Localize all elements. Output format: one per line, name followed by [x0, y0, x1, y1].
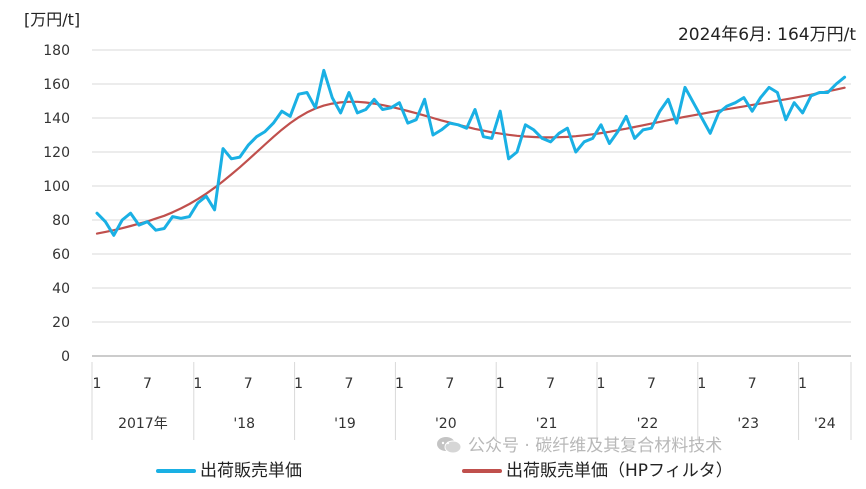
year-label: '23: [737, 416, 759, 432]
x-axis: 1 7 1 7 1 7 1 7 1 7 1 7 1 7 1 2017年 '18 '19 '20 '21 '22 '23 '2…: [91, 362, 852, 440]
x-tick-label: 1: [294, 376, 303, 392]
x-tick-label: 1: [496, 376, 505, 392]
x-tick-label: 1: [597, 376, 606, 392]
x-tick-label: 7: [748, 376, 757, 392]
y-tick-label: 120: [43, 145, 70, 161]
x-tick-label: 1: [697, 376, 706, 392]
year-label: '24: [814, 416, 836, 432]
legend-swatch-price: [156, 469, 196, 473]
wechat-icon: [436, 436, 462, 454]
year-label: '19: [334, 416, 356, 432]
x-tick-label: 7: [647, 376, 656, 392]
series-line-hp-filter: [95, 86, 846, 235]
legend-swatch-hp-filter: [462, 469, 502, 473]
x-tick-label: 7: [244, 376, 253, 392]
watermark: 公众号 · 碳纤维及其复合材料技术: [436, 431, 722, 456]
x-tick-label: 1: [193, 376, 202, 392]
watermark-text: 公众号 · 碳纤维及其复合材料技术: [468, 436, 723, 456]
x-tick-label: 7: [143, 376, 152, 392]
latest-value-annotation: 2024年6月: 164万円/t: [677, 25, 856, 45]
year-label: '21: [536, 416, 558, 432]
y-axis-tick-labels: 0 20 40 60 80 100 120 140 160 180: [43, 43, 70, 365]
x-tick-label: 7: [546, 376, 555, 392]
x-tick-label: 1: [798, 376, 807, 392]
x-tick-label: 7: [445, 376, 454, 392]
y-tick-label: 60: [52, 247, 70, 263]
legend-item-price: 出荷販売単価: [156, 456, 302, 481]
year-label: '22: [637, 416, 659, 432]
gridlines: [92, 49, 851, 357]
legend-label-price: 出荷販売単価: [200, 461, 302, 481]
y-tick-label: 80: [52, 213, 70, 229]
x-tick-label: 1: [93, 376, 102, 392]
legend-label-hp-filter: 出荷販売単価（HPフィルタ）: [506, 461, 733, 481]
y-tick-label: 20: [52, 315, 70, 331]
legend-item-hp-filter: 出荷販売単価（HPフィルタ）: [462, 456, 733, 481]
y-axis-unit-label: [万円/t]: [24, 10, 81, 29]
y-tick-label: 140: [43, 111, 70, 127]
series-lines: [95, 68, 847, 237]
y-tick-label: 0: [61, 349, 70, 365]
series-line-price: [95, 68, 847, 237]
year-label: '20: [435, 416, 457, 432]
y-tick-label: 40: [52, 281, 70, 297]
year-label: '18: [233, 416, 255, 432]
year-label: 2017年: [118, 416, 168, 432]
y-tick-label: 100: [43, 179, 70, 195]
y-tick-label: 180: [43, 43, 70, 59]
x-tick-label: 7: [345, 376, 354, 392]
x-tick-label: 1: [395, 376, 404, 392]
y-tick-label: 160: [43, 77, 70, 93]
